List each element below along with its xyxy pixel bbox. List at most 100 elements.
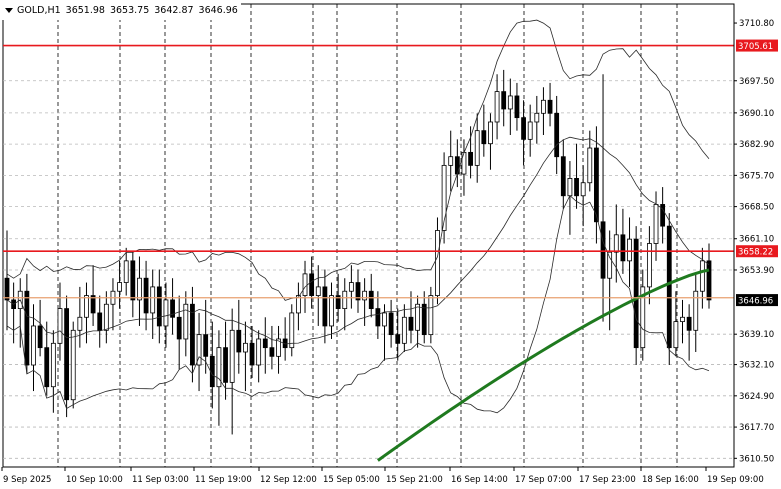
candle-body [329, 295, 334, 327]
candle-body [488, 121, 493, 145]
time-tick-label: 12 Sep 12:00 [260, 475, 317, 485]
candle-body [295, 295, 301, 314]
collapse-triangle-icon[interactable] [5, 7, 13, 13]
candle-body [243, 342, 248, 353]
candle-body [44, 347, 50, 388]
candle-body [50, 342, 56, 388]
open-value: 3651.98 [65, 4, 105, 16]
candle-body [382, 312, 387, 327]
candle-body [117, 282, 122, 292]
candle-body [428, 295, 434, 336]
price-tag-3658-22: 3658.22 [738, 248, 773, 258]
candle-body [401, 316, 407, 344]
bollinger-upper [6, 19, 710, 301]
candle-body [620, 234, 626, 262]
candle-body [342, 290, 348, 309]
candle-body [269, 347, 275, 357]
time-tick-label: 17 Sep 07:00 [515, 475, 572, 485]
candle-body [97, 312, 103, 331]
candle-body [176, 316, 182, 340]
price-tick-label: 3675.70 [739, 171, 774, 181]
price-tag-bg [736, 39, 778, 52]
bollinger-lower [6, 194, 710, 414]
current-price-tag: 3646.96 [738, 297, 773, 307]
sma-200-line [377, 268, 710, 462]
candle-body [415, 303, 421, 331]
candle-body [587, 147, 593, 184]
candle-body [163, 299, 169, 327]
time-axis: 9 Sep 2025 10 Sep 10:00 11 Sep 03:00 11 Sep… [1, 466, 764, 485]
current-price-tag-bg [736, 294, 778, 307]
candle-body [276, 338, 281, 357]
candles-group [4, 69, 712, 435]
candle-body [156, 286, 162, 327]
price-tick-label: 3617.70 [739, 423, 774, 433]
candle-body [461, 151, 467, 175]
candle-body [481, 130, 487, 145]
candle-body [348, 282, 354, 292]
candle-body [130, 260, 136, 301]
candle-body [64, 308, 70, 401]
candle-body [309, 273, 315, 296]
time-tick-label: 19 Sep 09:00 [707, 475, 764, 485]
candle-body [507, 95, 513, 110]
time-tick-label: 15 Sep 05:00 [323, 475, 380, 485]
candle-body [31, 325, 36, 366]
close-value: 3646.96 [198, 4, 238, 16]
candle-body [633, 238, 639, 349]
candle-body [600, 221, 606, 279]
candle-body [203, 334, 209, 357]
candle-body [77, 316, 83, 331]
candle-body [123, 260, 129, 283]
time-tick-label: 16 Sep 14:00 [451, 475, 508, 485]
price-tick-label: 3610.50 [739, 454, 774, 464]
candle-body [435, 230, 440, 296]
candle-body [223, 347, 228, 383]
time-tick-label: 18 Sep 16:00 [642, 475, 699, 485]
candle-body [196, 334, 202, 366]
candle-body [574, 178, 579, 197]
candle-body [236, 329, 242, 353]
candle-body [514, 95, 520, 119]
candle-body [57, 308, 63, 344]
candle-body [494, 91, 500, 123]
candle-body [24, 290, 30, 366]
candle-body [693, 290, 699, 331]
price-tick-label: 3697.50 [739, 77, 774, 87]
time-tick-label: 11 Sep 03:00 [132, 475, 189, 485]
price-tick-label: 3624.90 [739, 392, 774, 402]
candle-body [368, 290, 374, 309]
candle-body [607, 251, 613, 279]
candle-body [190, 303, 195, 366]
candle-body [302, 273, 308, 296]
candle-body [686, 316, 692, 331]
price-tick-label: 3710.80 [739, 19, 774, 29]
candle-body [4, 277, 10, 301]
price-tag-3705-61: 3705.61 [738, 42, 773, 52]
candle-body [613, 234, 619, 253]
bollinger-middle [6, 136, 710, 345]
candle-body [468, 151, 473, 166]
candle-body [580, 182, 586, 197]
candle-body [673, 321, 679, 349]
price-tick-label: 3639.10 [739, 330, 774, 340]
candle-body [322, 286, 328, 327]
candle-body [534, 112, 540, 123]
candle-body [448, 156, 454, 166]
price-axis: 3710.80 3705.61 3697.50 3690.10 3682.90 3675.… [733, 4, 778, 467]
candle-body [594, 147, 599, 223]
time-tick-label: 9 Sep 2025 [3, 475, 51, 485]
candle-body [375, 308, 381, 327]
candle-body [560, 156, 566, 197]
candle-body [362, 290, 368, 301]
candle-body [547, 99, 553, 114]
candle-body [37, 325, 43, 349]
candle-body [699, 260, 705, 292]
candle-body [567, 178, 573, 197]
candle-body [335, 295, 341, 309]
candle-body [666, 225, 672, 349]
candle-body [527, 121, 533, 140]
candle-body [395, 334, 401, 344]
symbol-label: GOLD,H1 [17, 4, 61, 16]
